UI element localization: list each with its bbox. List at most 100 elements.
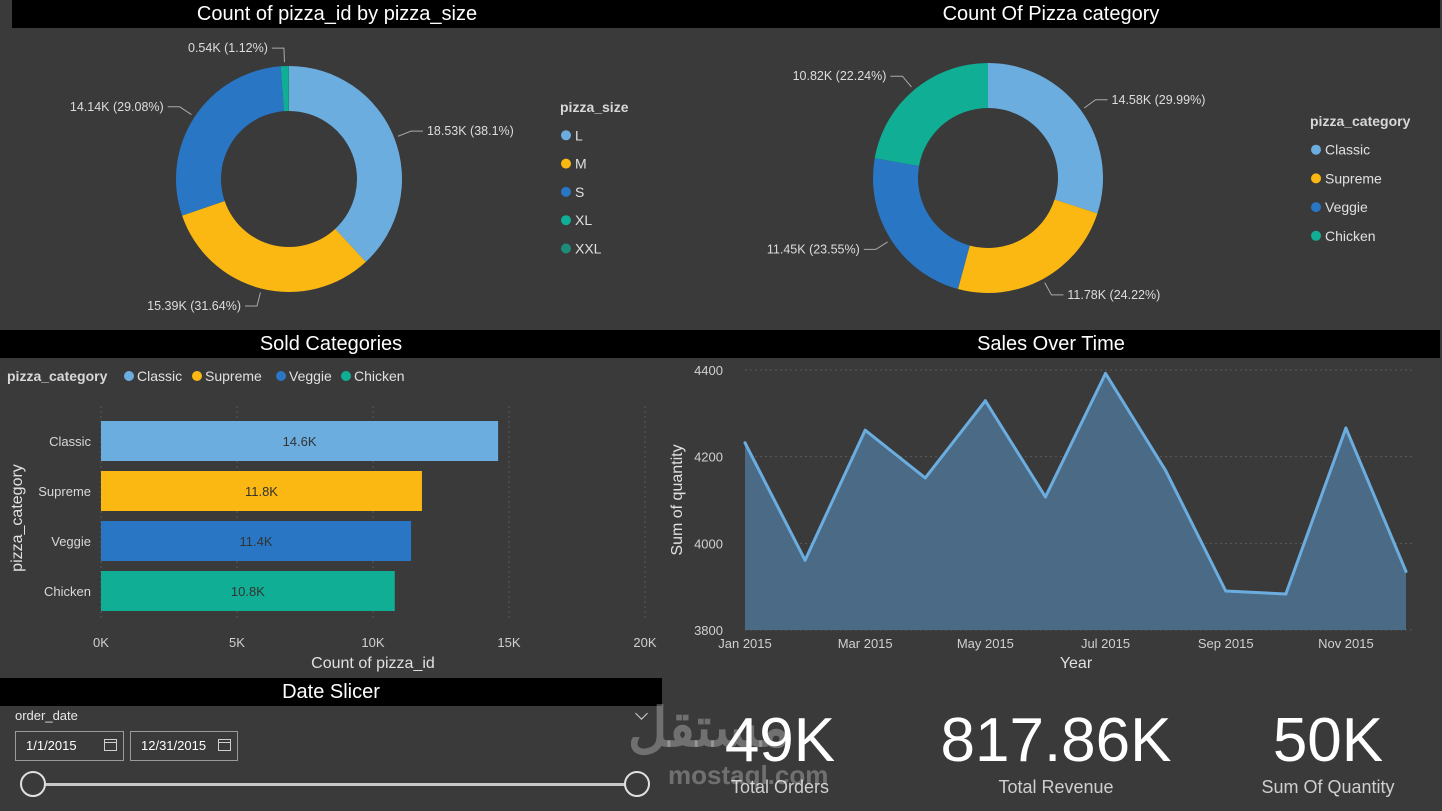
- y-tick-label: Chicken: [44, 584, 91, 599]
- legend-marker: [561, 215, 571, 226]
- legend-marker: [192, 371, 202, 381]
- sum-of-quantity-label: Sum Of Quantity: [1261, 777, 1395, 797]
- data-label-leader: [167, 106, 192, 115]
- legend-item: Chicken: [1325, 228, 1376, 244]
- slice-data-label: 15.39K (31.64%): [147, 299, 241, 313]
- date-slicer-title: Date Slicer: [0, 678, 662, 706]
- x-tick-label: 0K: [93, 635, 109, 650]
- bar-data-label: 11.4K: [240, 534, 273, 549]
- data-point: [863, 428, 867, 432]
- slice-data-label: 10.82K (22.24%): [793, 69, 887, 83]
- x-axis-label: Year: [1060, 655, 1093, 672]
- slice-data-label: 0.54K (1.12%): [188, 41, 268, 55]
- y-tick-label: 3800: [694, 623, 723, 638]
- legend-item: L: [575, 127, 583, 143]
- size-donut-title: Count of pizza_id by pizza_size: [12, 0, 662, 28]
- bar: [101, 421, 499, 461]
- legend-item: Classic: [137, 368, 182, 384]
- legend-title: pizza_category: [7, 368, 108, 384]
- total-revenue-label: Total Revenue: [998, 777, 1114, 797]
- range-start-handle[interactable]: [20, 771, 46, 797]
- donut-slice: [176, 66, 284, 216]
- data-label-leader: [863, 241, 888, 250]
- y-axis-label: pizza_category: [9, 464, 26, 572]
- x-tick-label: Sep 2015: [1198, 636, 1254, 651]
- data-label-leader: [1044, 282, 1064, 296]
- x-tick-label: Nov 2015: [1318, 636, 1374, 651]
- x-tick-label: Mar 2015: [838, 636, 893, 651]
- legend-item: M: [575, 156, 587, 172]
- y-tick-label: 4200: [694, 450, 723, 465]
- y-tick-label: Classic: [49, 434, 91, 449]
- x-tick-label: Jul 2015: [1081, 636, 1130, 651]
- start-date-value: 1/1/2015: [26, 738, 77, 753]
- data-label-leader: [1083, 99, 1108, 109]
- legend-marker: [561, 158, 571, 169]
- sales-over-time-chart: 3800 4000 4200 4400 Jan 2015 Mar 2015 May 2015…: [669, 363, 1414, 672]
- bar: [101, 571, 395, 611]
- donut-slice: [873, 158, 970, 290]
- x-tick-label: 10K: [361, 635, 384, 650]
- data-label-leader: [244, 292, 261, 307]
- total-orders-label: Total Orders: [730, 777, 830, 797]
- end-date-input[interactable]: 12/31/2015: [130, 731, 238, 761]
- category-donut-title: Count Of Pizza category: [662, 0, 1440, 28]
- legend-marker: [1311, 202, 1321, 213]
- donut-slice: [988, 63, 1103, 214]
- date-range-track[interactable]: [33, 783, 637, 786]
- total-revenue-value: 817.86K: [940, 706, 1172, 775]
- data-point: [1344, 426, 1348, 430]
- slice-data-label: 14.58K (29.99%): [1112, 93, 1206, 107]
- bar-data-label: 14.6K: [283, 434, 317, 449]
- size-donut-chart: 18.53K (38.1%) 15.39K (31.64%) 14.14K (29.…: [70, 41, 629, 313]
- data-point: [1284, 592, 1288, 596]
- legend-marker: [1311, 144, 1321, 155]
- slicer-field-label: order_date: [15, 708, 78, 723]
- x-tick-label: 15K: [497, 635, 520, 650]
- y-tick-label: 4400: [694, 363, 723, 378]
- legend-marker: [1311, 173, 1321, 184]
- legend-marker: [1311, 230, 1321, 241]
- calendar-icon[interactable]: [104, 739, 117, 751]
- y-tick-label: Veggie: [51, 534, 91, 549]
- legend-item: Classic: [1325, 142, 1370, 158]
- sales-over-time-title: Sales Over Time: [662, 330, 1440, 358]
- legend-item: XL: [575, 212, 592, 228]
- calendar-icon[interactable]: [218, 739, 231, 751]
- legend-marker: [341, 371, 351, 381]
- legend-item: Chicken: [354, 368, 405, 384]
- data-label-leader: [397, 130, 423, 137]
- watermark-latin: mostaql.com: [668, 760, 829, 790]
- legend-title: pizza_size: [560, 99, 629, 115]
- data-point: [1043, 495, 1047, 499]
- data-label-leader: [890, 75, 912, 88]
- x-axis-label: Count of pizza_id: [311, 655, 435, 672]
- slice-data-label: 11.78K (24.22%): [1067, 288, 1160, 302]
- legend-item: XXL: [575, 241, 602, 257]
- y-tick-label: 4000: [694, 536, 723, 551]
- legend-item: Supreme: [1325, 170, 1382, 186]
- donut-slice: [280, 66, 289, 112]
- data-point: [923, 476, 927, 480]
- data-label-leader: [271, 47, 285, 63]
- x-tick-label: 5K: [229, 635, 245, 650]
- legend-item: Supreme: [205, 368, 262, 384]
- legend-item: Veggie: [289, 368, 332, 384]
- series-line: [743, 371, 1408, 596]
- legend-marker: [276, 371, 286, 381]
- data-point: [743, 441, 747, 445]
- data-point: [983, 399, 987, 403]
- start-date-input[interactable]: 1/1/2015: [15, 731, 124, 761]
- bar-data-label: 10.8K: [231, 584, 265, 599]
- y-axis-label: Sum of quantity: [669, 444, 686, 555]
- slice-data-label: 14.14K (29.08%): [70, 100, 164, 114]
- slice-data-label: 18.53K (38.1%): [427, 124, 514, 138]
- data-point: [1164, 469, 1168, 473]
- range-end-handle[interactable]: [624, 771, 650, 797]
- legend-item: Veggie: [1325, 199, 1368, 215]
- data-point: [803, 558, 807, 562]
- data-point: [1104, 371, 1108, 375]
- donut-slice: [289, 66, 402, 262]
- legend-marker: [561, 186, 571, 197]
- slice-data-label: 11.45K (23.55%): [767, 242, 860, 256]
